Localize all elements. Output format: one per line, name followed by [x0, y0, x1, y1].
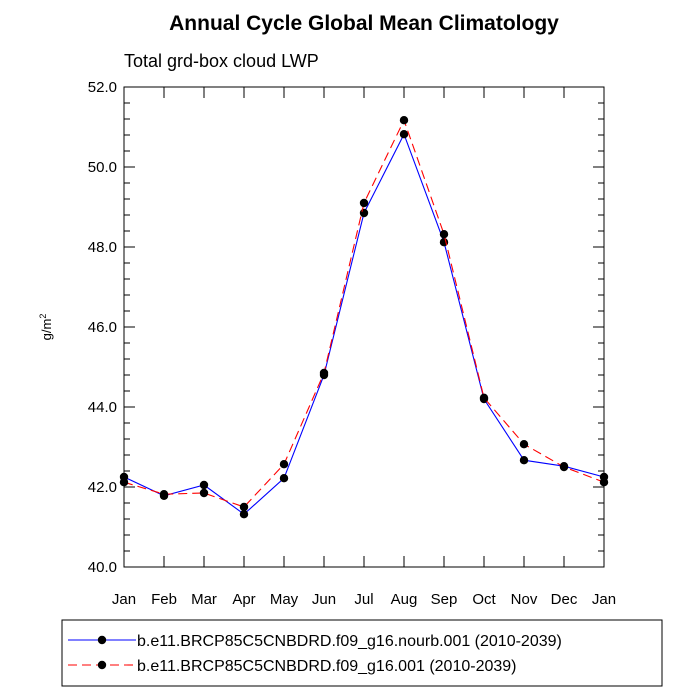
x-tick-label: Jan — [112, 591, 136, 608]
y-axis-label: g/m2 — [38, 314, 54, 341]
data-point-2 — [439, 230, 449, 239]
data-point-1 — [279, 474, 289, 483]
data-point-2 — [199, 488, 209, 498]
y-tick-label: 50.0 — [88, 159, 117, 176]
plot-border — [123, 86, 605, 568]
data-point-2 — [279, 460, 289, 469]
data-point-2 — [239, 502, 249, 512]
x-tick-label: Jun — [312, 591, 336, 608]
data-point-2 — [519, 440, 529, 449]
legend-label-1: b.e11.BRCP85C5CNBDRD.f09_g16.nourb.001 (… — [137, 633, 562, 650]
series-line-1 — [123, 132, 605, 515]
y-tick-label: 46.0 — [88, 319, 117, 336]
series-line-2 — [123, 118, 605, 508]
data-point-2 — [559, 462, 569, 472]
x-tick-label: Feb — [151, 591, 177, 608]
data-point-2 — [159, 490, 169, 499]
y-tick-label: 52.0 — [88, 79, 117, 96]
chart-subtitle: Total grd-box cloud LWP — [124, 51, 319, 71]
data-point-1 — [399, 130, 409, 139]
x-tick-label: Mar — [191, 591, 217, 608]
y-tick-label: 40.0 — [88, 559, 117, 576]
plot-area — [123, 86, 605, 568]
data-point-2 — [119, 478, 129, 487]
x-tick-label: Oct — [472, 591, 496, 608]
legend-label-2: b.e11.BRCP85C5CNBDRD.f09_g16.001 (2010-2… — [137, 658, 516, 675]
legend: b.e11.BRCP85C5CNBDRD.f09_g16.nourb.001 (… — [61, 619, 663, 687]
chart-title: Annual Cycle Global Mean Climatology — [169, 12, 559, 35]
data-point-1 — [239, 510, 249, 519]
x-tick-label: Sep — [431, 591, 458, 608]
x-tick-label: Nov — [511, 591, 538, 608]
x-axis: Jan Feb Mar Apr May Jun Jul Aug Sep Oct Nov Dec Jan — [112, 87, 616, 608]
data-point-2 — [319, 368, 329, 378]
data-point-1 — [199, 480, 209, 490]
x-tick-label: May — [270, 591, 299, 608]
x-tick-label: Jul — [354, 591, 373, 608]
data-point-2 — [479, 393, 489, 402]
legend-marker-2 — [97, 660, 107, 670]
x-tick-label: Dec — [551, 591, 578, 608]
x-tick-label: Jan — [592, 591, 616, 608]
legend-marker-1 — [97, 635, 107, 645]
y-tick-label: 42.0 — [88, 479, 117, 496]
data-point-1 — [519, 456, 529, 465]
x-tick-label: Apr — [232, 591, 255, 608]
data-point-2 — [359, 198, 369, 208]
series-layer — [119, 116, 609, 519]
data-point-2 — [399, 116, 409, 125]
y-axis-label-superscript: 2 — [38, 314, 48, 319]
y-axis-label-unit: g/m — [39, 319, 54, 341]
y-axis: 40.0 42.0 44.0 46.0 48.0 50.0 52.0 — [88, 79, 604, 576]
data-point-2 — [599, 478, 609, 487]
data-point-1 — [439, 238, 449, 247]
data-point-1 — [359, 208, 369, 218]
y-tick-label: 48.0 — [88, 239, 117, 256]
legend-box — [61, 619, 663, 687]
x-tick-label: Aug — [391, 591, 418, 608]
y-tick-label: 44.0 — [88, 399, 117, 416]
